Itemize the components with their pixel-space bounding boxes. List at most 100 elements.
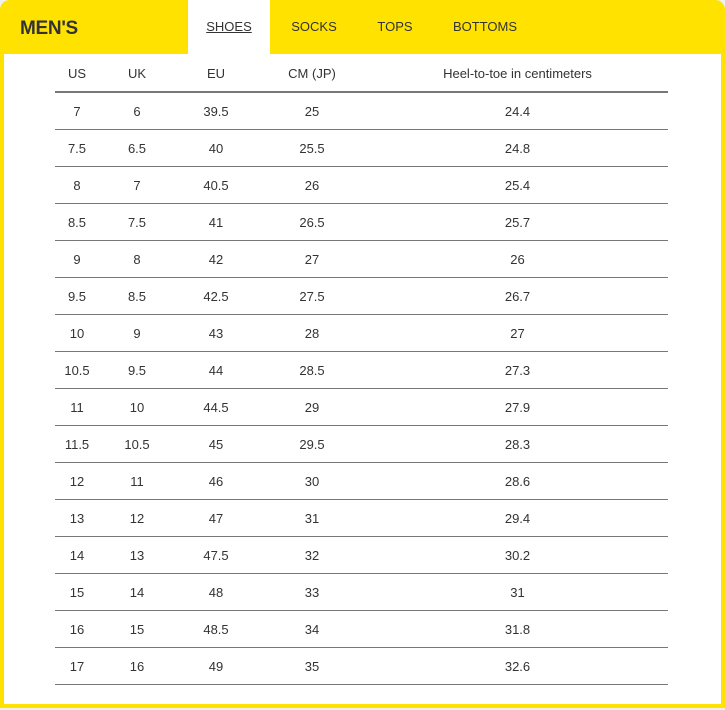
cell-cm-jp: 35 (257, 647, 367, 685)
table-row: 7.5 6.5 40 25.5 24.8 (55, 129, 668, 167)
cell-cm-jp: 25.5 (257, 129, 367, 167)
cell-uk: 10 (99, 388, 175, 426)
cell-heel-to-toe: 27 (367, 314, 668, 352)
tab-socks[interactable]: SOCKS (291, 19, 337, 34)
cell-cm-jp: 27 (257, 240, 367, 278)
cell-us: 11.5 (55, 425, 99, 463)
cell-heel-to-toe: 26.7 (367, 277, 668, 315)
tab-shoes[interactable]: SHOES (188, 0, 270, 54)
cell-uk: 13 (99, 536, 175, 574)
cell-cm-jp: 30 (257, 462, 367, 500)
cell-us: 10 (55, 314, 99, 352)
table-row: 10 9 43 28 27 (55, 314, 668, 352)
cell-heel-to-toe: 31 (367, 573, 668, 611)
column-header-eu: EU (175, 55, 257, 93)
cell-cm-jp: 31 (257, 499, 367, 537)
cell-eu: 41 (175, 203, 257, 241)
table-row: 15 14 48 33 31 (55, 573, 668, 611)
table-row: 7 6 39.5 25 24.4 (55, 92, 668, 130)
table-row: 11 10 44.5 29 27.9 (55, 388, 668, 426)
table-row: 8 7 40.5 26 25.4 (55, 166, 668, 204)
table-row: 11.5 10.5 45 29.5 28.3 (55, 425, 668, 463)
cell-uk: 9.5 (99, 351, 175, 389)
cell-us: 7.5 (55, 129, 99, 167)
cell-uk: 7.5 (99, 203, 175, 241)
cell-us: 12 (55, 462, 99, 500)
cell-heel-to-toe: 25.7 (367, 203, 668, 241)
cell-cm-jp: 29 (257, 388, 367, 426)
table-row: 8.5 7.5 41 26.5 25.7 (55, 203, 668, 241)
cell-eu: 42.5 (175, 277, 257, 315)
cell-uk: 15 (99, 610, 175, 648)
cell-us: 8 (55, 166, 99, 204)
cell-uk: 6 (99, 92, 175, 130)
cell-cm-jp: 33 (257, 573, 367, 611)
cell-heel-to-toe: 29.4 (367, 499, 668, 537)
cell-us: 9.5 (55, 277, 99, 315)
cell-cm-jp: 32 (257, 536, 367, 574)
cell-us: 8.5 (55, 203, 99, 241)
cell-heel-to-toe: 27.9 (367, 388, 668, 426)
cell-cm-jp: 26.5 (257, 203, 367, 241)
cell-cm-jp: 25 (257, 92, 367, 130)
cell-us: 7 (55, 92, 99, 130)
cell-uk: 6.5 (99, 129, 175, 167)
cell-eu: 44 (175, 351, 257, 389)
cell-heel-to-toe: 26 (367, 240, 668, 278)
cell-heel-to-toe: 25.4 (367, 166, 668, 204)
cell-eu: 42 (175, 240, 257, 278)
column-header-cm-jp: CM (JP) (257, 55, 367, 93)
cell-cm-jp: 34 (257, 610, 367, 648)
table-row: 14 13 47.5 32 30.2 (55, 536, 668, 574)
cell-heel-to-toe: 28.6 (367, 462, 668, 500)
cell-cm-jp: 28 (257, 314, 367, 352)
cell-eu: 47 (175, 499, 257, 537)
cell-eu: 40 (175, 129, 257, 167)
cell-cm-jp: 27.5 (257, 277, 367, 315)
cell-us: 14 (55, 536, 99, 574)
cell-eu: 48 (175, 573, 257, 611)
cell-us: 13 (55, 499, 99, 537)
column-header-heel-to-toe: Heel-to-toe in centimeters (367, 55, 668, 93)
cell-uk: 9 (99, 314, 175, 352)
cell-uk: 10.5 (99, 425, 175, 463)
cell-heel-to-toe: 28.3 (367, 425, 668, 463)
cell-uk: 8.5 (99, 277, 175, 315)
cell-heel-to-toe: 24.8 (367, 129, 668, 167)
cell-eu: 47.5 (175, 536, 257, 574)
cell-us: 9 (55, 240, 99, 278)
cell-eu: 39.5 (175, 92, 257, 130)
table-row: 9.5 8.5 42.5 27.5 26.7 (55, 277, 668, 315)
column-header-us: US (55, 55, 99, 93)
cell-eu: 40.5 (175, 166, 257, 204)
tab-tops[interactable]: TOPS (377, 19, 413, 34)
cell-heel-to-toe: 32.6 (367, 647, 668, 685)
cell-us: 16 (55, 610, 99, 648)
cell-us: 11 (55, 388, 99, 426)
cell-cm-jp: 26 (257, 166, 367, 204)
cell-uk: 8 (99, 240, 175, 278)
cell-us: 15 (55, 573, 99, 611)
cell-eu: 43 (175, 314, 257, 352)
page-title: MEN'S (20, 18, 78, 39)
cell-us: 10.5 (55, 351, 99, 389)
column-header-uk: UK (99, 55, 175, 93)
cell-uk: 16 (99, 647, 175, 685)
cell-uk: 11 (99, 462, 175, 500)
table-row: 12 11 46 30 28.6 (55, 462, 668, 500)
cell-eu: 49 (175, 647, 257, 685)
table-row: 17 16 49 35 32.6 (55, 647, 668, 685)
table-row: 9 8 42 27 26 (55, 240, 668, 278)
cell-us: 17 (55, 647, 99, 685)
cell-heel-to-toe: 31.8 (367, 610, 668, 648)
cell-uk: 14 (99, 573, 175, 611)
table-row: 10.5 9.5 44 28.5 27.3 (55, 351, 668, 389)
cell-eu: 46 (175, 462, 257, 500)
cell-heel-to-toe: 27.3 (367, 351, 668, 389)
cell-cm-jp: 28.5 (257, 351, 367, 389)
cell-uk: 7 (99, 166, 175, 204)
cell-heel-to-toe: 30.2 (367, 536, 668, 574)
tab-bottoms[interactable]: BOTTOMS (452, 19, 518, 34)
table-row: 13 12 47 31 29.4 (55, 499, 668, 537)
